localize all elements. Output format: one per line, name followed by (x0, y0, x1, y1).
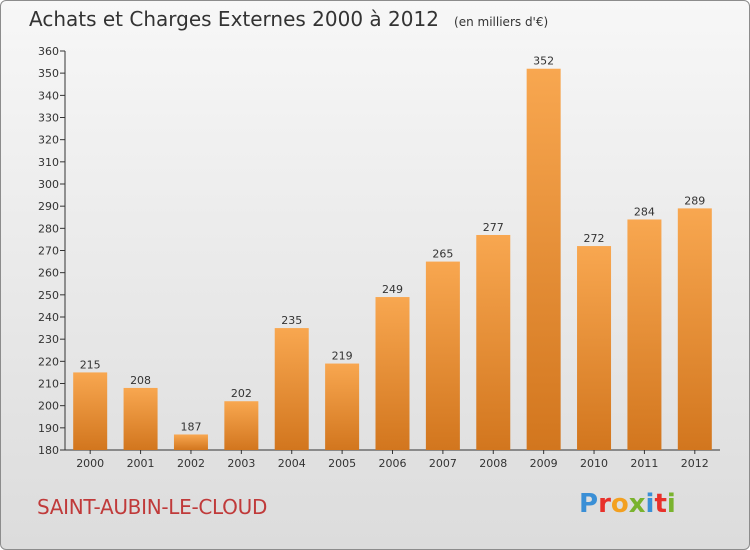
bar-2011 (627, 219, 662, 450)
bar-value-label: 277 (483, 221, 504, 234)
y-tick-label: 210 (38, 378, 59, 391)
bar-2005 (325, 363, 360, 450)
commune-name: SAINT-AUBIN-LE-CLOUD (37, 495, 268, 519)
y-tick-label: 260 (38, 267, 59, 280)
x-tick-label: 2005 (328, 457, 356, 470)
bar-value-label: 249 (382, 283, 403, 296)
x-tick-label: 2000 (76, 457, 104, 470)
bar-value-label: 208 (130, 374, 151, 387)
bar-value-label: 352 (533, 55, 554, 68)
y-tick-label: 320 (38, 134, 59, 147)
y-axis: 180 190 200 210 220 230 240 250 260 270 280 290 300 3… (38, 45, 66, 457)
bar-2004 (274, 328, 309, 450)
bar-value-label: 187 (180, 420, 201, 433)
y-tick-label: 270 (38, 245, 59, 258)
x-tick-label: 2011 (630, 457, 658, 470)
brand-letter: P (579, 489, 599, 519)
brand-letter: t (654, 489, 667, 519)
y-tick-label: 330 (38, 112, 59, 125)
bar-2009 (526, 68, 561, 450)
y-tick-label: 180 (38, 444, 59, 457)
y-tick-label: 300 (38, 178, 59, 191)
y-tick-label: 350 (38, 67, 59, 80)
bar-value-labels: 215 208 187 202 235 219 249 265 277 352 272 284 289 (80, 55, 706, 434)
x-tick-label: 2012 (681, 457, 709, 470)
bar-2000 (73, 372, 108, 450)
bar-2007 (425, 261, 460, 450)
bar-value-label: 202 (231, 387, 252, 400)
y-tick-label: 280 (38, 222, 59, 235)
bar-2003 (224, 401, 259, 450)
bar-value-label: 219 (332, 350, 353, 363)
y-tick-label: 230 (38, 333, 59, 346)
chart-title: Achats et Charges Externes 2000 à 2012 (29, 7, 439, 31)
x-tick-label: 2004 (278, 457, 306, 470)
title-row: Achats et Charges Externes 2000 à 2012 (… (29, 7, 548, 31)
bar-value-label: 284 (634, 205, 655, 218)
brand-letter: x (628, 489, 646, 519)
x-tick-label: 2008 (479, 457, 507, 470)
x-tick-label: 2009 (530, 457, 558, 470)
bar-2012 (677, 208, 712, 450)
y-tick-label: 340 (38, 89, 59, 102)
bars (73, 68, 712, 450)
x-tick-label: 2003 (227, 457, 255, 470)
brand-letter: i (645, 489, 655, 519)
y-tick-label: 240 (38, 311, 59, 324)
y-tick-label: 220 (38, 355, 59, 368)
bar-2008 (476, 234, 511, 450)
bar-2002 (173, 434, 208, 450)
x-tick-label: 2007 (429, 457, 457, 470)
y-tick-label: 310 (38, 156, 59, 169)
y-tick-label: 290 (38, 200, 59, 213)
y-tick-label: 250 (38, 289, 59, 302)
x-tick-label: 2010 (580, 457, 608, 470)
brand-letter: i (666, 489, 676, 519)
brand-letter: o (610, 489, 629, 519)
bar-value-label: 289 (684, 194, 705, 207)
bar-2001 (123, 387, 158, 450)
x-tick-label: 2002 (177, 457, 205, 470)
x-tick-label: 2001 (127, 457, 155, 470)
bar-value-label: 235 (281, 314, 302, 327)
brand-letter: r (598, 489, 611, 519)
brand-logo: Proxiti (579, 489, 676, 519)
bar-2006 (375, 297, 410, 450)
bar-value-label: 272 (584, 232, 605, 245)
chart-unit: (en milliers d'€) (454, 15, 549, 29)
bar-value-label: 265 (432, 248, 453, 261)
y-tick-label: 360 (38, 45, 59, 58)
bar-value-label: 215 (80, 358, 101, 371)
y-tick-label: 200 (38, 400, 59, 413)
x-axis: 2000 2001 2002 2003 2004 2005 2006 2007 2008 2009… (65, 449, 720, 470)
bar-2010 (577, 246, 612, 450)
x-tick-label: 2006 (379, 457, 407, 470)
y-tick-label: 190 (38, 422, 59, 435)
